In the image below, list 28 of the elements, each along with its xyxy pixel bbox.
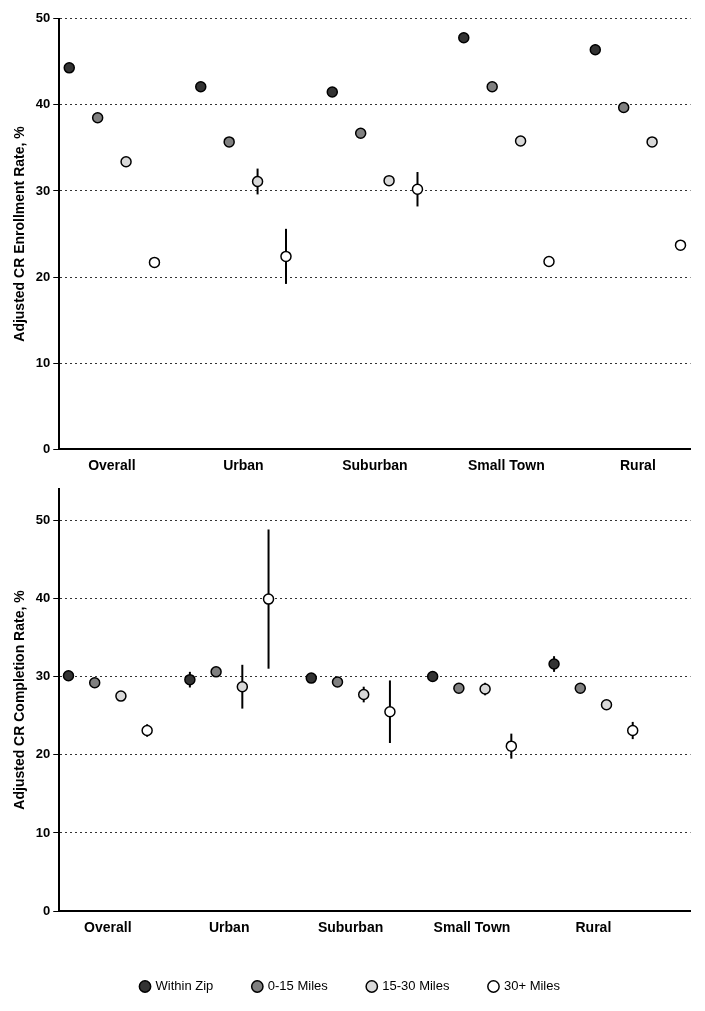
y-tick-label: 0 <box>43 902 51 918</box>
legend-label: 30+ Miles <box>503 978 561 994</box>
x-tick-label: Rural <box>620 457 656 474</box>
y-tick-label: 0 <box>43 440 51 456</box>
y-axis-title: Adjusted CR Enrollment Rate, % <box>11 125 28 342</box>
y-tick-label: 50 <box>35 10 51 26</box>
legend-label: Within Zip <box>155 978 214 994</box>
x-tick-label: Small Town <box>433 919 511 936</box>
x-tick-label: Suburban <box>342 457 408 474</box>
y-tick-label: 20 <box>35 746 51 762</box>
legend-label: 0-15 Miles <box>267 978 329 994</box>
y-tick-label: 10 <box>35 824 51 840</box>
x-tick-label: Urban <box>223 457 264 474</box>
y-tick-label: 40 <box>35 96 51 112</box>
x-tick-label: Small Town <box>468 457 545 474</box>
legend-label: 15-30 Miles <box>382 978 450 994</box>
x-tick-label: Urban <box>208 919 250 936</box>
x-tick-label: Rural <box>575 919 612 936</box>
x-tick-label: Suburban <box>317 919 384 936</box>
y-tick-label: 10 <box>35 354 51 370</box>
y-tick-label: 30 <box>35 668 51 684</box>
y-tick-label: 30 <box>35 182 51 198</box>
x-tick-label: Overall <box>84 919 132 936</box>
y-tick-label: 50 <box>35 511 51 527</box>
y-tick-label: 20 <box>35 268 51 284</box>
x-tick-label: Overall <box>88 457 136 474</box>
y-tick-label: 40 <box>35 589 51 605</box>
y-axis-title: Adjusted CR Completion Rate, % <box>11 589 28 810</box>
